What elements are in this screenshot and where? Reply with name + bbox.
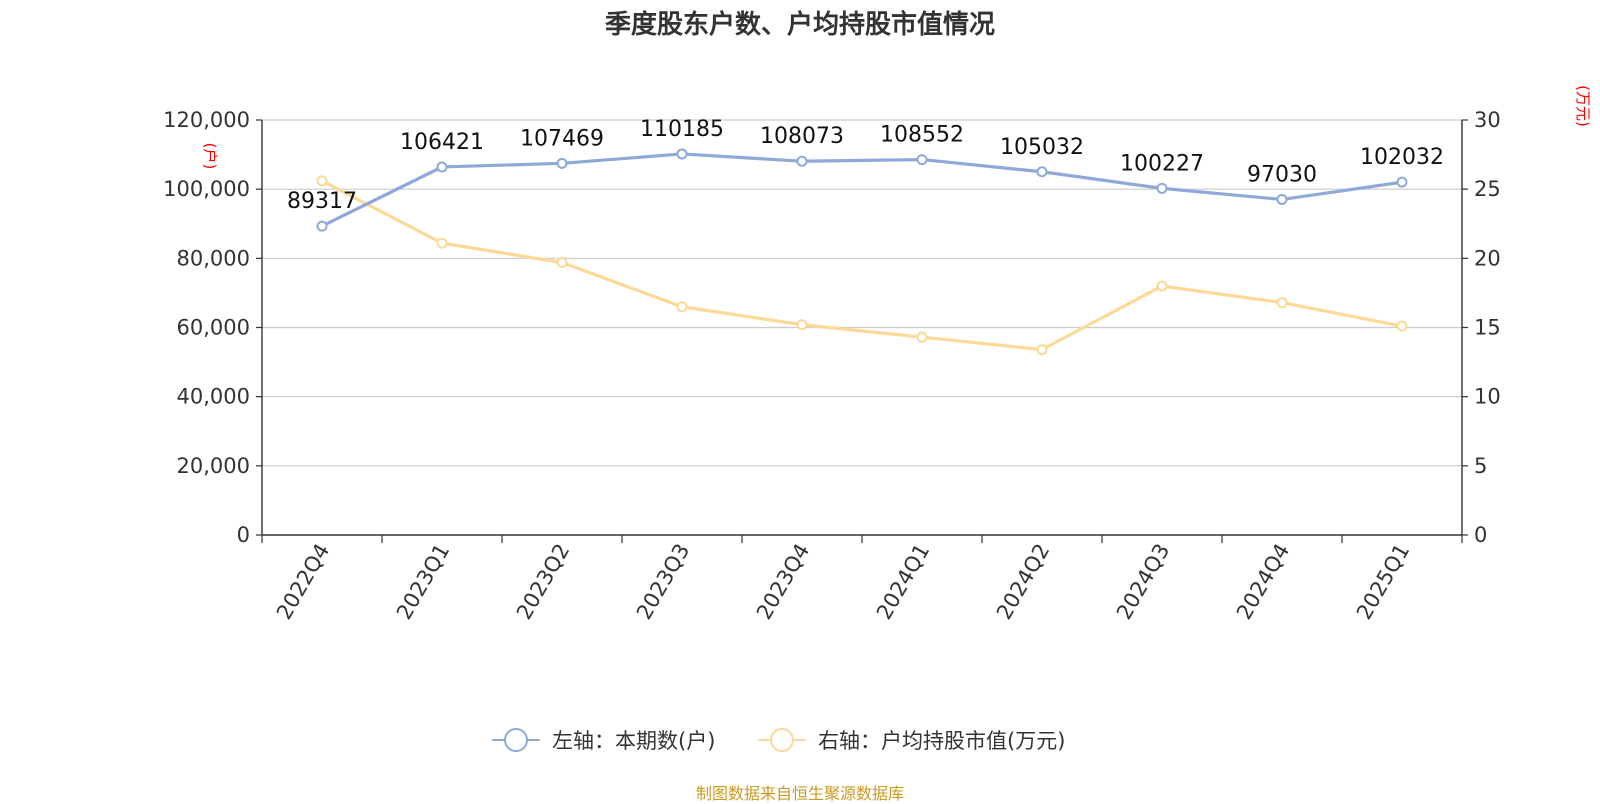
right-tick-label: 30 (1474, 108, 1501, 132)
data-point-right (436, 237, 448, 249)
gridlines (262, 119, 1462, 467)
right-tick-label: 15 (1474, 316, 1501, 340)
data-label: 106421 (400, 130, 484, 155)
right-tick-label: 0 (1474, 523, 1487, 547)
chart-title: 季度股东户数、户均持股市值情况 (604, 10, 995, 40)
x-tick-label: 2025Q1 (1352, 540, 1414, 624)
data-point-right (1396, 320, 1408, 332)
legend-label: 右轴：户均持股市值(万元) (818, 729, 1065, 753)
left-axis-unit: (户) (201, 143, 219, 170)
x-tick-label: 2024Q4 (1232, 540, 1294, 624)
left-tick-label: 40,000 (177, 385, 250, 409)
data-point-left (1396, 176, 1408, 188)
data-point-left (316, 220, 328, 232)
x-tick-label: 2023Q3 (632, 540, 694, 624)
data-label: 107469 (520, 126, 604, 151)
data-point-right (796, 319, 808, 331)
data-point-left (1156, 182, 1168, 194)
legend-marker (504, 728, 528, 752)
left-tick-label: 100,000 (163, 177, 250, 201)
x-tick-label: 2023Q1 (392, 540, 454, 624)
data-label: 108073 (760, 124, 844, 149)
data-point-right (1036, 344, 1048, 356)
data-label: 105032 (1000, 135, 1084, 160)
data-point-left (796, 155, 808, 167)
right-tick-label: 20 (1474, 246, 1501, 270)
right-tick-label: 5 (1474, 454, 1487, 478)
data-label: 110185 (640, 117, 724, 142)
data-point-right (916, 331, 928, 343)
data-label: 108552 (880, 123, 964, 148)
legend-label: 左轴：本期数(户) (552, 729, 715, 753)
data-point-right (676, 301, 688, 313)
right-tick-label: 10 (1474, 385, 1501, 409)
x-tick-label: 2023Q4 (752, 540, 814, 624)
data-point-right (316, 175, 328, 187)
left-tick-label: 0 (237, 523, 250, 547)
x-tick-label: 2024Q3 (1112, 540, 1174, 624)
data-point-left (1276, 193, 1288, 205)
left-tick-label: 20,000 (177, 454, 250, 478)
data-point-right (1156, 280, 1168, 292)
right-tick-label: 25 (1474, 177, 1501, 201)
x-tick-label: 2024Q2 (992, 540, 1054, 624)
data-point-left (1036, 166, 1048, 178)
left-tick-label: 80,000 (177, 246, 250, 270)
source-note: 制图数据来自恒生聚源数据库 (695, 784, 904, 803)
data-point-right (1276, 297, 1288, 309)
data-label: 102032 (1360, 145, 1444, 170)
legend-marker (770, 728, 794, 752)
data-label: 100227 (1120, 151, 1204, 176)
series-lines (316, 148, 1408, 356)
data-point-left (916, 154, 928, 166)
right-axis-unit: (万元) (1574, 85, 1592, 127)
series-line-right (321, 179, 1403, 352)
data-labels: 89317 106421 107469 110185 108073 108552 10503… (287, 117, 1444, 214)
left-tick-label: 60,000 (177, 316, 250, 340)
x-tick-label: 2024Q1 (872, 540, 934, 624)
data-label: 97030 (1247, 162, 1317, 187)
data-label: 89317 (287, 189, 357, 214)
x-tick-label: 2023Q2 (512, 540, 574, 624)
data-point-right (556, 256, 568, 268)
left-tick-label: 120,000 (163, 108, 250, 132)
x-tick-label: 2022Q4 (272, 540, 334, 624)
data-point-left (556, 157, 568, 169)
series-line-left (321, 152, 1403, 228)
data-point-left (436, 161, 448, 173)
legend: 左轴：本期数(户) 右轴：户均持股市值(万元) (492, 728, 1065, 753)
data-point-left (676, 148, 688, 160)
